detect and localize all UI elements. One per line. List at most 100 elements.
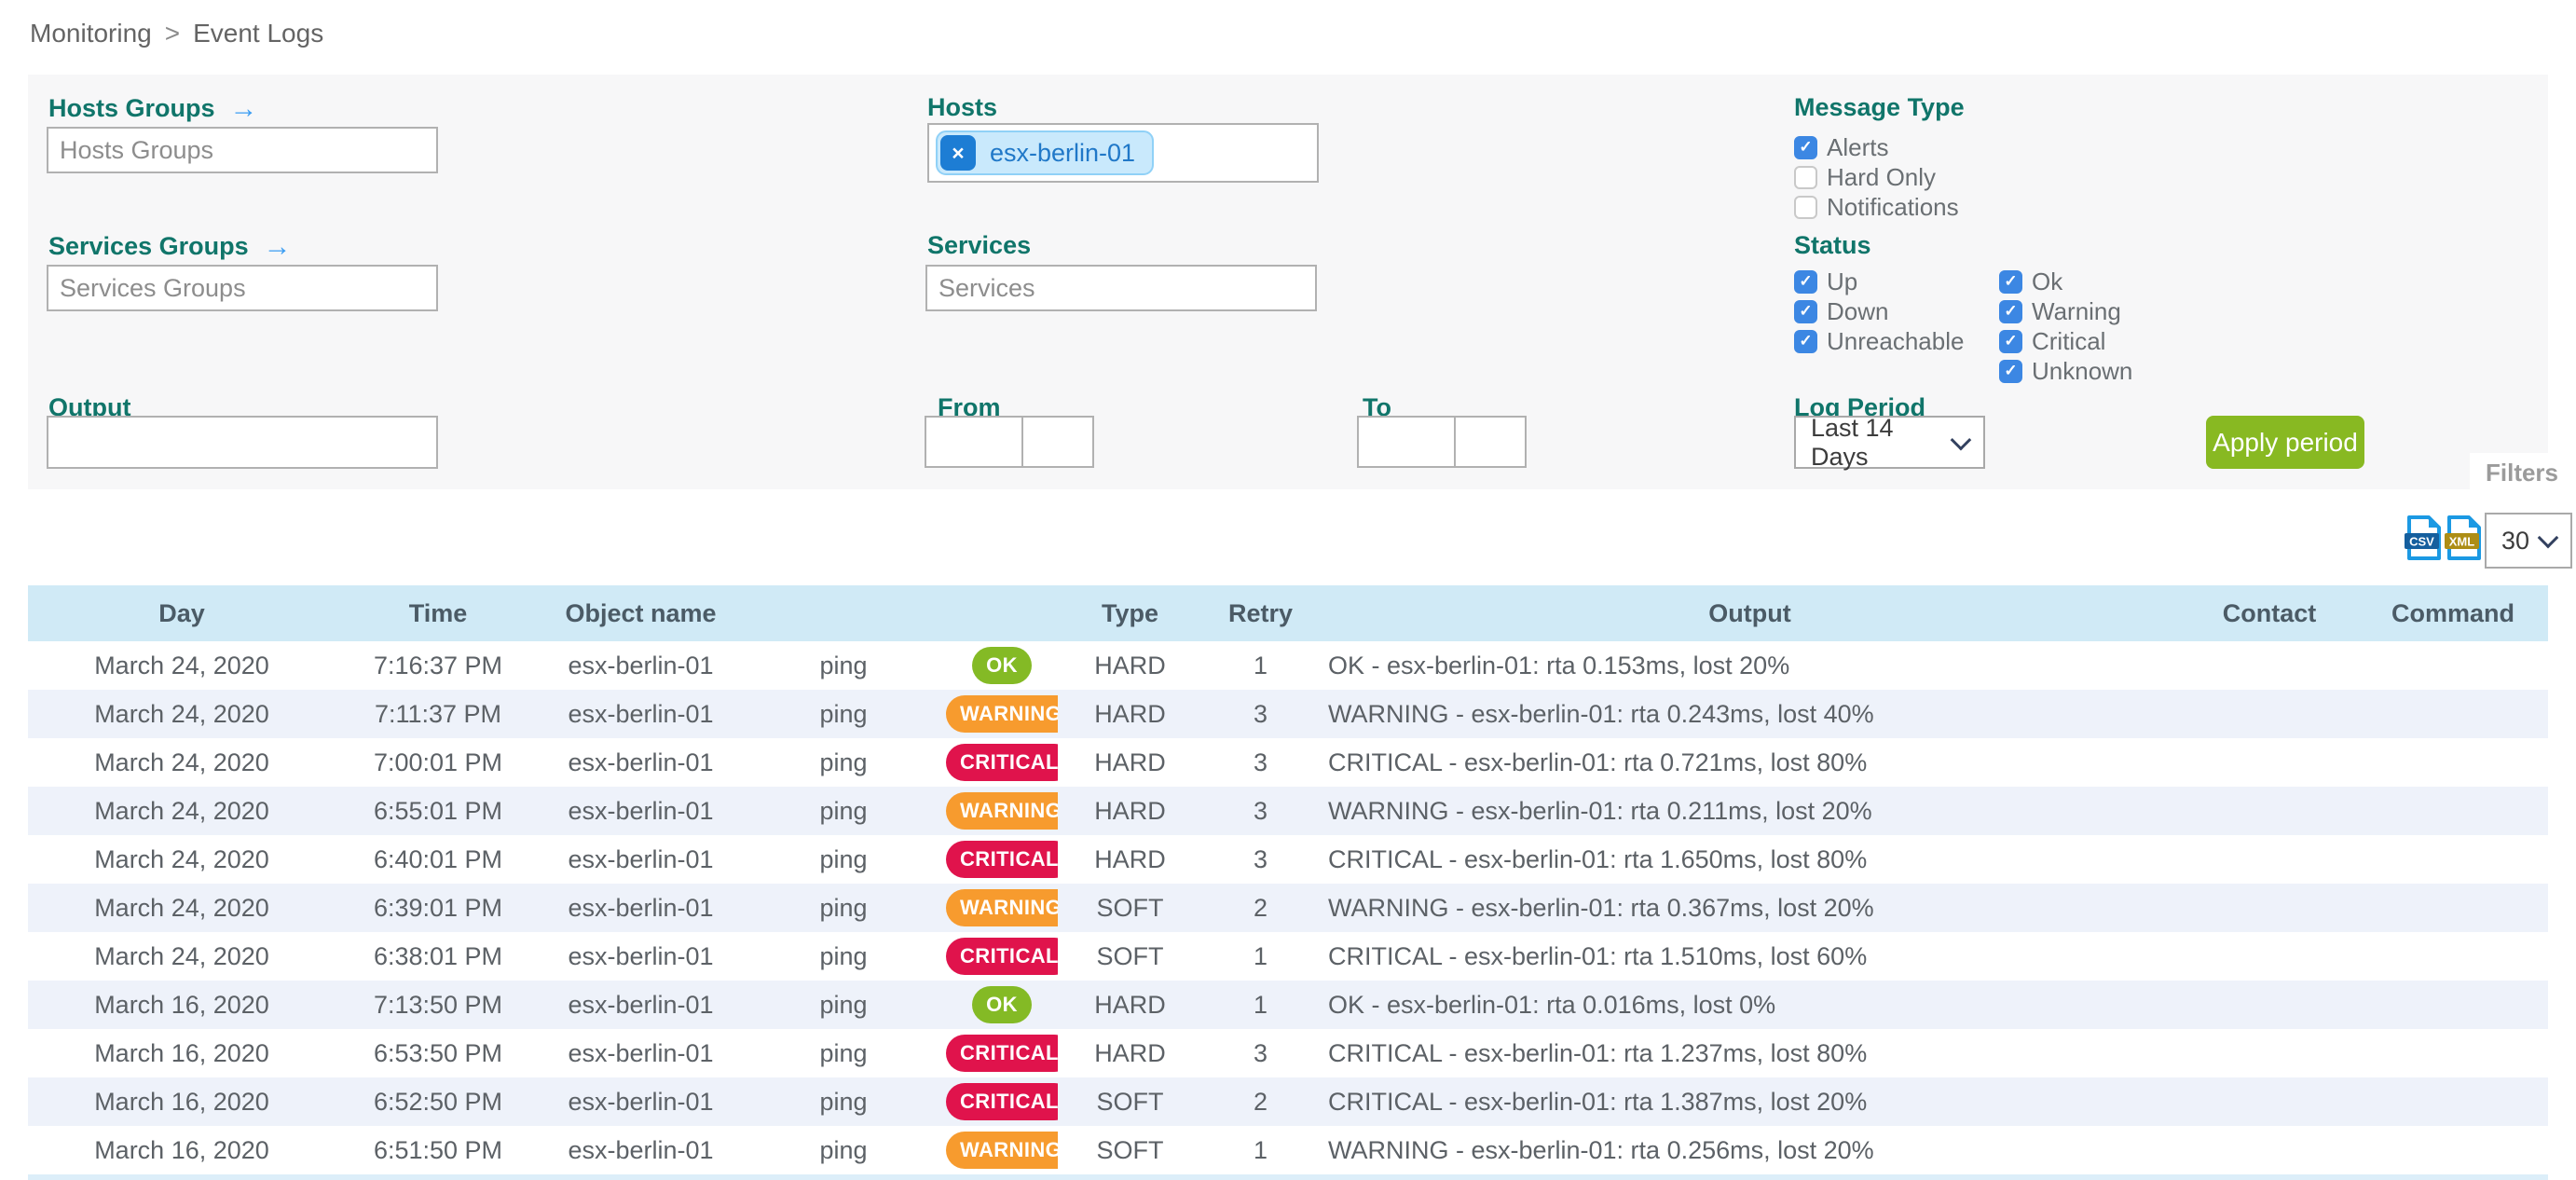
- breadcrumb-event-logs[interactable]: Event Logs: [193, 19, 324, 48]
- to-time-input[interactable]: [1454, 416, 1527, 468]
- checkbox-checked-icon: ✓: [1999, 269, 2022, 294]
- log-period-selected-value: Last 14 Days: [1811, 413, 1894, 471]
- cell-type: SOFT: [1096, 941, 1164, 970]
- table-row: March 16, 2020 6:53:50 PM esx-berlin-01 pin…: [28, 1029, 2548, 1077]
- cell-service: ping: [819, 844, 868, 873]
- cell-time: 6:53:50 PM: [373, 1038, 503, 1067]
- services-groups-label: Services Groups →: [48, 231, 292, 263]
- event-log-table: Day Time Object name Type Retry Output Contact…: [28, 585, 2548, 1174]
- log-period-select[interactable]: Last 14 Days: [1794, 413, 1985, 471]
- checkbox-label: Ok: [2032, 267, 2063, 295]
- page-size-select[interactable]: 30: [2485, 513, 2572, 569]
- cell-service: ping: [819, 748, 868, 776]
- cell-command: [2358, 787, 2548, 835]
- status-badge-critical: CRITICAL: [946, 744, 1058, 781]
- cell-contact: [2181, 835, 2358, 884]
- cell-status: WARNING: [946, 1126, 1058, 1174]
- cell-object-name: esx-berlin-01: [568, 1135, 714, 1164]
- services-input[interactable]: [925, 265, 1317, 311]
- cell-object-name: esx-berlin-01: [568, 941, 714, 970]
- cell-day: March 24, 2020: [94, 844, 269, 873]
- page-size-value: 30: [2501, 526, 2530, 555]
- status-badge-warning: WARNING: [946, 1132, 1058, 1169]
- table-header-row: Day Time Object name Type Retry Output Contact…: [28, 585, 2548, 641]
- svg-text:XML: XML: [2449, 535, 2475, 549]
- checkbox-status-critical[interactable]: ✓ Critical: [1999, 326, 2132, 356]
- output-input[interactable]: [47, 416, 438, 469]
- export-csv-icon[interactable]: CSV: [2405, 515, 2443, 565]
- cell-object-name: esx-berlin-01: [568, 893, 714, 922]
- cell-status: OK: [946, 981, 1058, 1029]
- filters-toggle[interactable]: Filters: [2470, 453, 2574, 492]
- cell-service: ping: [819, 990, 868, 1019]
- checkbox-unchecked-icon: [1794, 165, 1817, 189]
- remove-chip-icon[interactable]: ×: [940, 135, 976, 171]
- cell-retry: 3: [1253, 796, 1268, 825]
- cell-time: 7:13:50 PM: [373, 990, 503, 1019]
- checkbox-label: Alerts: [1827, 132, 1889, 161]
- to-date-input[interactable]: [1357, 416, 1456, 468]
- checkbox-status-warning[interactable]: ✓ Warning: [1999, 296, 2132, 326]
- cell-type: HARD: [1094, 748, 1166, 776]
- checkbox-label: Up: [1827, 267, 1858, 295]
- hosts-label: Hosts: [927, 93, 998, 121]
- cell-time: 6:52:50 PM: [373, 1087, 503, 1116]
- table-row: March 24, 2020 7:16:37 PM esx-berlin-01 pin…: [28, 641, 2548, 690]
- cell-command: [2358, 1029, 2548, 1077]
- checkbox-checked-icon: ✓: [1999, 299, 2022, 323]
- export-xml-icon[interactable]: XML: [2445, 515, 2483, 565]
- checkbox-unchecked-icon: [1794, 195, 1817, 219]
- from-date-input[interactable]: [925, 416, 1023, 468]
- cell-object-name: esx-berlin-01: [568, 844, 714, 873]
- checkbox-status-unknown[interactable]: ✓ Unknown: [1999, 356, 2132, 386]
- cell-time: 7:16:37 PM: [373, 651, 503, 679]
- hosts-input[interactable]: × esx-berlin-01: [927, 123, 1319, 183]
- cell-object-name: esx-berlin-01: [568, 796, 714, 825]
- from-time-input[interactable]: [1021, 416, 1094, 468]
- checkbox-label: Critical: [2032, 326, 2106, 355]
- hosts-groups-label-text: Hosts Groups: [48, 94, 215, 122]
- table-row: March 24, 2020 6:40:01 PM esx-berlin-01 pin…: [28, 835, 2548, 884]
- cell-retry: 3: [1253, 844, 1268, 873]
- checkbox-message-type-hard-only[interactable]: Hard Only: [1794, 162, 1959, 192]
- checkbox-status-ok[interactable]: ✓ Ok: [1999, 267, 2132, 296]
- checkbox-status-up[interactable]: ✓ Up: [1794, 267, 1964, 296]
- cell-day: March 16, 2020: [94, 1038, 269, 1067]
- svg-text:CSV: CSV: [2409, 535, 2434, 549]
- cell-retry: 1: [1253, 1135, 1268, 1164]
- cell-type: HARD: [1094, 651, 1166, 679]
- hosts-groups-input[interactable]: [47, 127, 438, 173]
- checkbox-message-type-alerts[interactable]: ✓ Alerts: [1794, 132, 1959, 162]
- cell-object-name: esx-berlin-01: [568, 990, 714, 1019]
- status-label: Status: [1794, 231, 1871, 259]
- checkbox-message-type-notifications[interactable]: Notifications: [1794, 192, 1959, 222]
- cell-day: March 16, 2020: [94, 1087, 269, 1116]
- checkbox-status-unreachable[interactable]: ✓ Unreachable: [1794, 326, 1964, 356]
- checkbox-status-down[interactable]: ✓ Down: [1794, 296, 1964, 326]
- services-label: Services: [927, 231, 1032, 259]
- table-row: March 24, 2020 6:55:01 PM esx-berlin-01 pin…: [28, 787, 2548, 835]
- cell-contact: [2181, 738, 2358, 787]
- status-service-options: ✓ Ok ✓ Warning ✓ Critical ✓ Unknown: [1999, 267, 2132, 386]
- cell-contact: [2181, 1126, 2358, 1174]
- cell-command: [2358, 932, 2548, 981]
- table-row: March 24, 2020 7:00:01 PM esx-berlin-01 pin…: [28, 738, 2548, 787]
- breadcrumb-monitoring[interactable]: Monitoring: [30, 19, 152, 48]
- cell-day: March 24, 2020: [94, 796, 269, 825]
- apply-period-button[interactable]: Apply period: [2206, 416, 2364, 469]
- cell-type: HARD: [1094, 796, 1166, 825]
- checkbox-checked-icon: ✓: [1794, 329, 1817, 353]
- cell-object-name: esx-berlin-01: [568, 1087, 714, 1116]
- cell-retry: 3: [1253, 699, 1268, 728]
- services-groups-label-text: Services Groups: [48, 232, 249, 260]
- cell-service: ping: [819, 1038, 868, 1067]
- arrow-right-icon[interactable]: →: [263, 231, 292, 262]
- cell-day: March 24, 2020: [94, 651, 269, 679]
- cell-status: CRITICAL: [946, 835, 1058, 884]
- arrow-right-icon[interactable]: →: [229, 93, 258, 124]
- message-type-options: ✓ Alerts Hard Only Notifications: [1794, 132, 1959, 222]
- cell-contact: [2181, 884, 2358, 932]
- breadcrumb-separator: >: [164, 19, 181, 48]
- services-groups-input[interactable]: [47, 265, 438, 311]
- cell-command: [2358, 981, 2548, 1029]
